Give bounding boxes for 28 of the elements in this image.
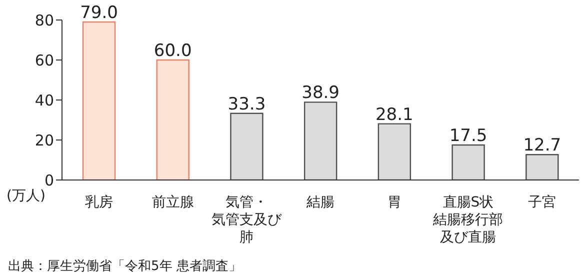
bar <box>378 123 412 180</box>
y-tick-label: 0 <box>44 171 54 190</box>
y-tick-label: 60 <box>34 51 54 70</box>
bar <box>452 144 485 180</box>
data-label: 17.5 <box>449 126 488 146</box>
source-note: 出典：厚生労働省「令和5年 患者調査」 <box>8 258 242 275</box>
data-label: 28.1 <box>376 104 414 125</box>
x-tick-label: 乳房 <box>84 194 113 211</box>
x-tick-label: 子宮 <box>528 194 556 211</box>
bar <box>230 112 264 180</box>
data-label: 33.3 <box>228 94 266 114</box>
x-tick-label: 気管・気管支及び肺 <box>212 194 283 246</box>
x-tick-label: 直腸S状結腸移行部及び直腸 <box>432 194 504 246</box>
y-tick-label: 80 <box>34 11 54 30</box>
bar <box>156 59 190 180</box>
x-tick-label: 結腸 <box>306 194 334 211</box>
data-label: 79.0 <box>80 3 118 23</box>
y-axis-title: (万人) <box>6 188 46 204</box>
x-tick-label: 前立腺 <box>152 194 194 211</box>
bar <box>526 154 559 180</box>
bar <box>82 21 116 180</box>
data-label: 38.9 <box>302 83 340 104</box>
y-tick-label: 20 <box>34 131 54 150</box>
x-tick-label: 胃 <box>387 194 402 211</box>
y-tick-label: 40 <box>34 91 54 110</box>
bar <box>304 102 338 180</box>
data-label: 12.7 <box>523 136 562 156</box>
data-label: 60.0 <box>154 41 192 61</box>
